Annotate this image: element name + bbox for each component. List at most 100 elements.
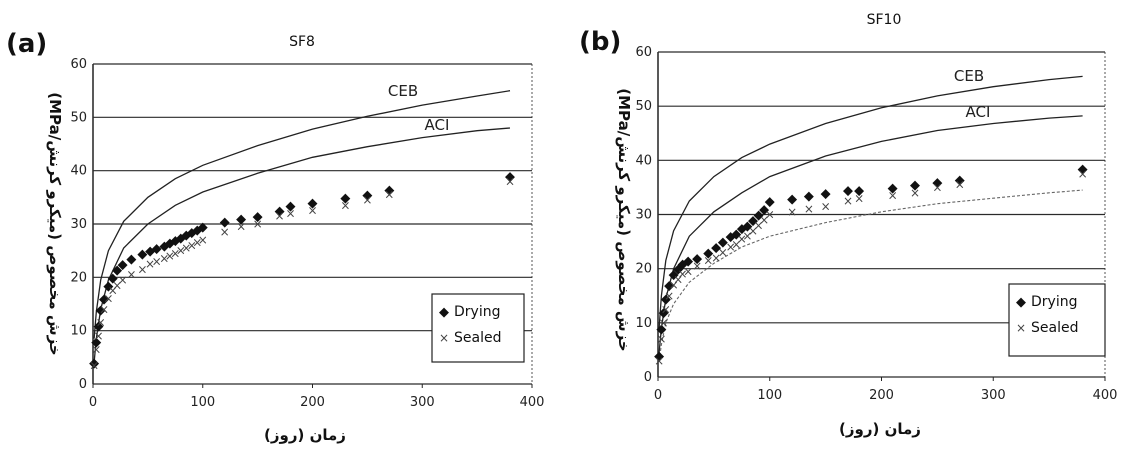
data-point-sealed: × [656,332,666,346]
data-point-drying: ◆ [656,322,666,337]
legend-marker-drying: ◆ [439,305,449,320]
panel-label: (b) [579,27,621,57]
data-point-sealed: × [286,206,296,220]
legend-label-sealed: Sealed [1031,320,1078,336]
y-tick-label: 40 [635,153,652,168]
y-tick-label: 30 [635,208,652,223]
data-point-drying: ◆ [711,241,721,256]
chart-title: SF8 [289,34,315,50]
data-point-sealed: × [1078,167,1088,181]
series-line-aci [658,115,1083,353]
data-point-sealed: × [673,273,683,287]
data-point-sealed: × [737,232,747,246]
data-point-drying: ◆ [718,235,728,250]
data-point-drying: ◆ [112,263,122,278]
data-point-drying: ◆ [192,223,202,238]
legend-label-drying: Drying [454,304,500,320]
legend-marker-sealed: × [439,331,449,345]
data-point-sealed: × [726,240,736,254]
legend-box [431,293,525,363]
data-point-sealed: × [118,273,128,287]
data-point-drying: ◆ [99,292,109,307]
data-point-sealed: × [888,189,898,203]
x-tick-label: 400 [520,395,545,410]
data-point-sealed: × [731,237,741,251]
data-point-drying: ◆ [220,215,230,230]
x-tick-label: 100 [190,395,215,410]
data-point-drying: ◆ [748,213,758,228]
data-point-drying: ◆ [253,210,263,225]
data-point-sealed: × [384,188,394,202]
data-point-drying: ◆ [742,219,752,234]
x-tick-label: 200 [300,395,325,410]
data-point-sealed: × [165,249,175,263]
x-tick-label: 100 [757,388,782,403]
data-point-sealed: × [112,278,122,292]
data-point-drying: ◆ [888,181,898,196]
data-point-drying: ◆ [1078,162,1088,177]
data-point-sealed: × [220,225,230,239]
series-line-ceb [658,75,1083,329]
data-point-sealed: × [505,174,515,188]
data-point-drying: ◆ [664,278,674,293]
x-axis-title: زمان (روز) [839,420,921,438]
data-point-sealed: × [181,241,191,255]
data-point-sealed: × [664,289,674,303]
data-point-sealed: × [932,180,942,194]
y-tick-label: 20 [635,262,652,277]
curve-label: CEB [954,67,984,85]
series-line-aci [93,127,511,363]
data-point-drying: ◆ [181,228,191,243]
data-point-drying: ◆ [91,335,101,350]
y-tick-label: 20 [70,270,87,285]
data-point-sealed: × [661,302,671,316]
data-point-sealed: × [176,244,186,258]
data-point-drying: ◆ [678,257,688,272]
x-tick-label: 0 [89,395,97,410]
y-tick-label: 60 [70,57,87,72]
data-point-sealed: × [843,194,853,208]
y-tick-label: 50 [70,110,87,125]
data-point-drying: ◆ [152,242,162,257]
data-point-sealed: × [692,259,702,273]
data-point-sealed: × [718,245,728,259]
y-tick-label: 0 [644,370,652,385]
data-point-sealed: × [152,254,162,268]
data-point-drying: ◆ [765,194,775,209]
data-point-drying: ◆ [103,279,113,294]
x-axis-title: زمان (روز) [264,426,346,444]
curve-label: CEB [388,82,418,100]
data-point-drying: ◆ [275,204,285,219]
data-point-drying: ◆ [726,230,736,245]
data-point-drying: ◆ [683,254,693,269]
data-point-sealed: × [854,191,864,205]
data-point-sealed: × [187,238,197,252]
data-point-sealed: × [253,217,263,231]
data-point-drying: ◆ [737,222,747,237]
data-point-sealed: × [711,251,721,265]
x-tick-label: 300 [410,395,435,410]
data-point-drying: ◆ [362,188,372,203]
y-tick-label: 60 [635,45,652,60]
data-point-drying: ◆ [145,244,155,259]
data-point-drying: ◆ [955,173,965,188]
data-point-drying: ◆ [659,306,669,321]
data-point-sealed: × [170,246,180,260]
data-point-sealed: × [145,257,155,271]
data-point-sealed: × [89,358,99,372]
data-point-drying: ◆ [669,268,679,283]
data-point-sealed: × [126,268,136,282]
data-point-sealed: × [99,302,109,316]
data-point-sealed: × [787,205,797,219]
data-point-sealed: × [137,262,147,276]
x-tick-label: 400 [1093,388,1118,403]
data-point-sealed: × [742,229,752,243]
data-point-sealed: × [754,218,764,232]
data-point-sealed: × [93,329,103,343]
data-point-sealed: × [192,236,202,250]
data-point-sealed: × [765,208,775,222]
data-point-drying: ◆ [159,239,169,254]
data-point-drying: ◆ [176,231,186,246]
